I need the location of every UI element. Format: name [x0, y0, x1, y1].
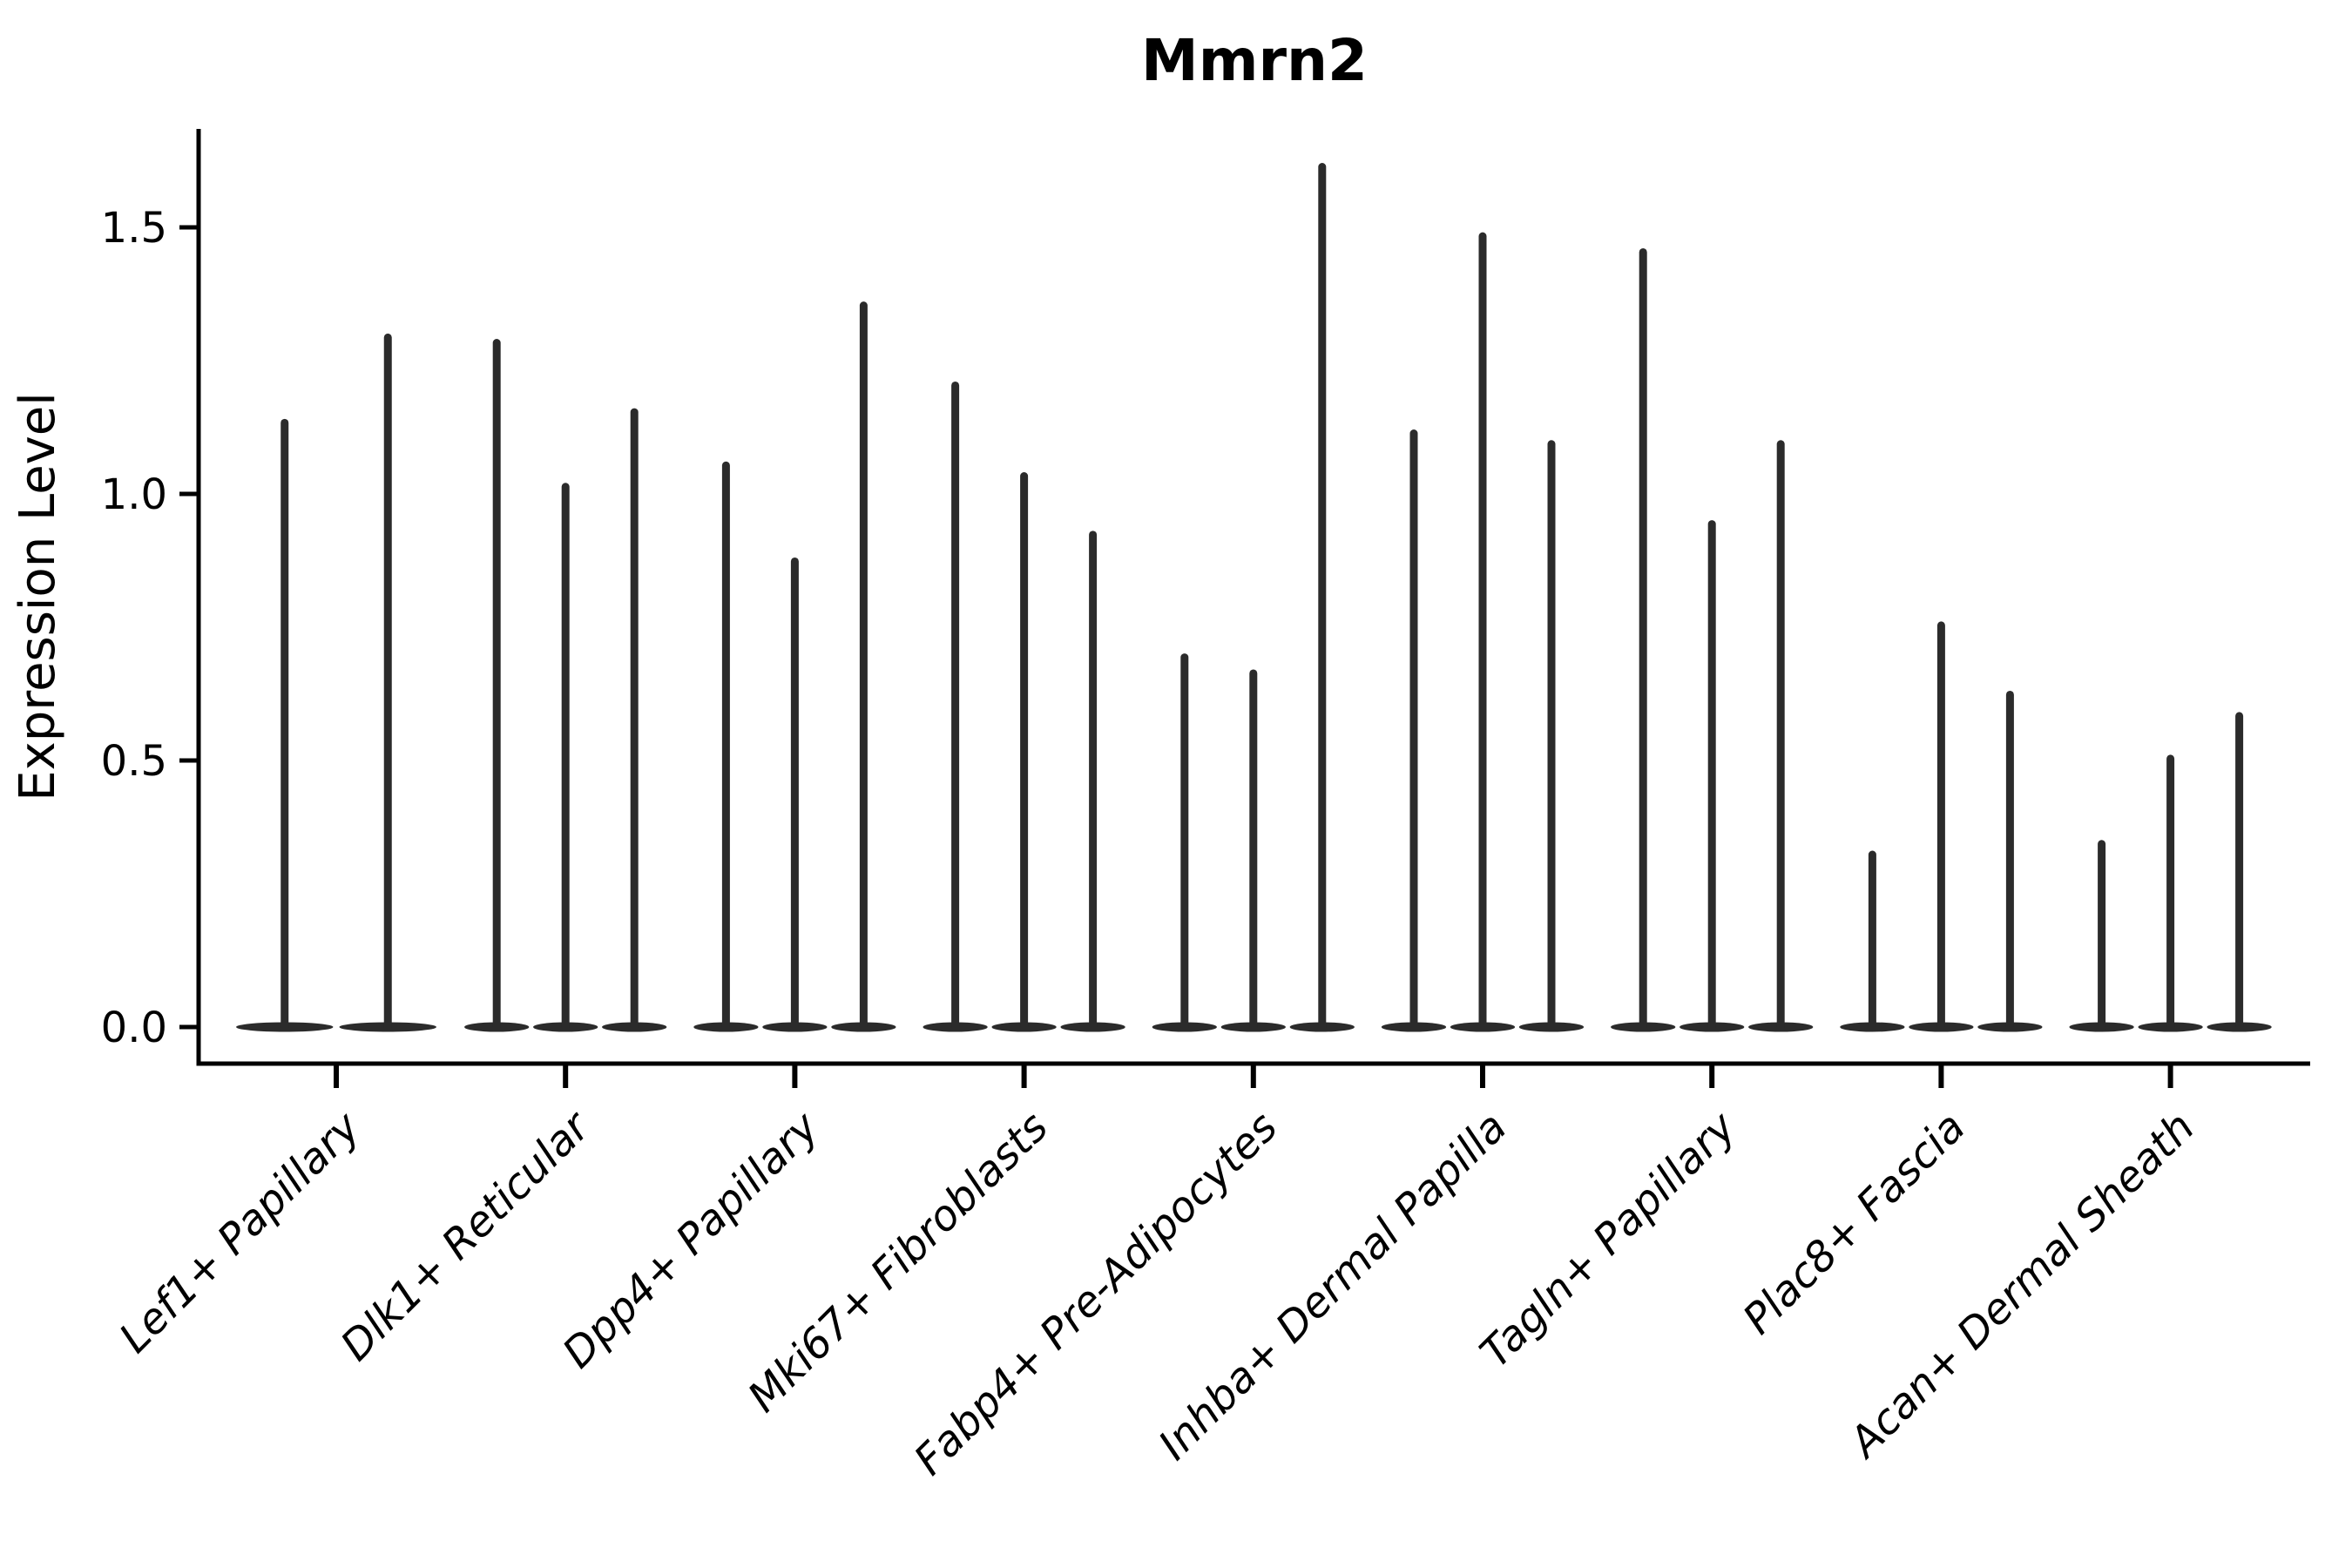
y-tick-label: 1.0 [101, 470, 167, 519]
x-tick-label: Tagln+ Papillary [1470, 1102, 1746, 1377]
y-tick-label: 0.5 [101, 737, 167, 786]
chart-title: Mmrn2 [1141, 27, 1368, 94]
x-tick-label: Dpp4+ Papillary [553, 1102, 828, 1377]
y-tick-label: 0.0 [101, 1004, 167, 1052]
x-tick-label: Dlk1+ Reticular [331, 1101, 601, 1371]
y-tick-label: 1.5 [101, 204, 167, 253]
x-tick-label: Plac8+ Fascia [1734, 1103, 1975, 1344]
y-axis-label: Expression Level [10, 392, 66, 801]
x-tick-label: Lef1+ Papillary [110, 1102, 370, 1362]
x-tick-label: Fabp4+ Pre-Adipocytes [905, 1103, 1288, 1485]
